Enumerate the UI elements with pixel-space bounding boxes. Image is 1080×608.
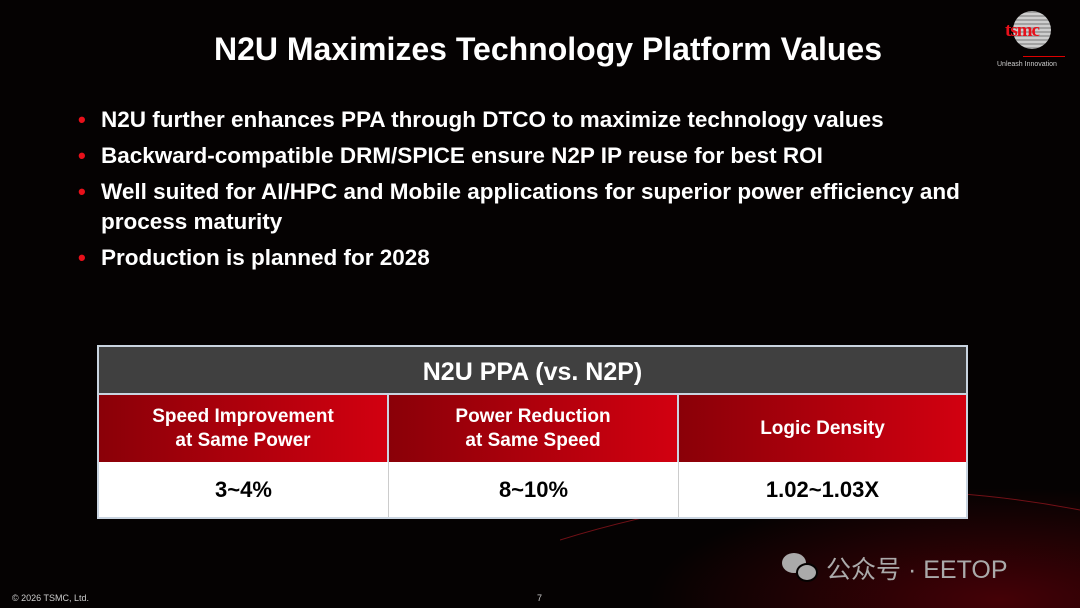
- table-header-row: Speed Improvement at Same Power Power Re…: [99, 395, 966, 462]
- wechat-icon: [782, 553, 820, 583]
- copyright: © 2026 TSMC, Ltd.: [12, 593, 90, 603]
- header-power: Power Reduction at Same Speed: [389, 395, 679, 462]
- bullet-item: • Well suited for AI/HPC and Mobile appli…: [78, 179, 960, 234]
- logo-tagline: Unleash Innovation: [997, 61, 1057, 68]
- bullet-icon: •: [78, 179, 86, 204]
- header-speed: Speed Improvement at Same Power: [99, 395, 389, 462]
- bullet-icon: •: [78, 245, 86, 270]
- watermark: 公众号 · EETOP: [782, 550, 1008, 586]
- value-speed: 3~4%: [99, 462, 389, 517]
- bullet-icon: •: [78, 143, 86, 168]
- logo-text: tsmc: [1005, 20, 1040, 41]
- globe-icon: [1013, 11, 1051, 49]
- bullet-item: • Production is planned for 2028: [78, 243, 1018, 273]
- value-density: 1.02~1.03X: [765, 476, 880, 502]
- bullet-icon: •: [78, 107, 86, 132]
- logo-underline: [1023, 56, 1065, 57]
- bullet-list: • N2U further enhances PPA through DTCO t…: [78, 105, 1018, 279]
- header-density: Logic Density: [679, 395, 966, 462]
- tsmc-logo: tsmc Unleash Innovation: [995, 8, 1075, 72]
- bullet-item: • Backward-compatible DRM/SPICE ensure N2…: [78, 141, 1018, 171]
- slide-title: N2U Maximizes Technology Platform Values: [213, 31, 883, 67]
- ppa-table: N2U PPA (vs. N2P) Speed Improvement at S…: [97, 345, 968, 519]
- value-power: 8~10%: [389, 462, 679, 517]
- bullet-item: • N2U further enhances PPA through DTCO t…: [78, 105, 1018, 135]
- page-number: 7: [537, 593, 543, 603]
- table-value-row: 3~4% 8~10% 1.02~1.03X: [99, 462, 966, 517]
- table-title: N2U PPA (vs. N2P): [99, 347, 966, 395]
